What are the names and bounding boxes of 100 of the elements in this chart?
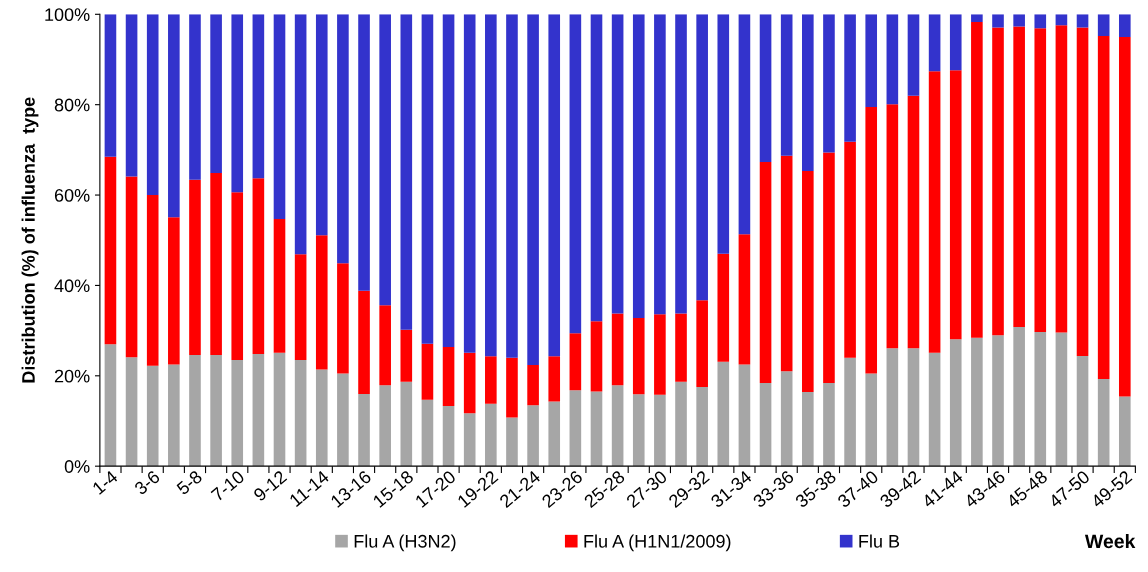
bar <box>463 352 476 414</box>
bar <box>1097 35 1110 379</box>
bar <box>231 192 244 360</box>
bar <box>717 14 730 254</box>
bar <box>315 369 328 467</box>
bar <box>506 417 518 467</box>
y-axis-title: Distribution (%) of influenza type <box>21 97 39 383</box>
bar <box>1034 14 1047 29</box>
bar <box>315 14 328 236</box>
y-tick-label: 100% <box>45 8 90 22</box>
x-tick-label: 9-12 <box>252 469 288 502</box>
bar <box>527 14 539 365</box>
bar <box>738 234 751 365</box>
bar <box>442 406 455 467</box>
bar <box>400 14 413 330</box>
bar <box>1013 14 1025 27</box>
bar <box>632 394 645 467</box>
bar <box>1097 378 1110 467</box>
bar <box>400 381 413 467</box>
bar <box>442 14 455 347</box>
bar <box>675 14 687 314</box>
bar <box>125 14 138 177</box>
bar <box>949 339 962 467</box>
bar <box>379 305 391 386</box>
bar <box>337 373 349 467</box>
bar <box>1076 27 1089 356</box>
bar <box>527 364 539 406</box>
bar <box>400 329 413 382</box>
bar <box>738 364 751 467</box>
bar <box>949 70 962 340</box>
bar <box>146 14 159 196</box>
bar <box>104 344 117 467</box>
bar <box>886 14 899 105</box>
bar <box>844 141 856 358</box>
bar <box>844 14 856 142</box>
bar <box>210 14 222 173</box>
bar <box>569 390 582 467</box>
y-tick-label: 40% <box>54 279 90 293</box>
bar <box>992 335 1004 467</box>
bar <box>654 14 666 315</box>
bar <box>189 14 201 180</box>
bar <box>992 14 1004 28</box>
bar <box>823 14 835 153</box>
legend-label: Flu A (H1N1/2009) <box>584 534 731 552</box>
bar <box>252 14 265 179</box>
bar <box>971 21 983 338</box>
bar <box>696 300 708 388</box>
bar <box>696 14 708 301</box>
bar <box>294 254 307 360</box>
bar <box>125 176 138 358</box>
bar <box>421 14 434 344</box>
x-tick-label: 3-6 <box>133 469 161 496</box>
bar <box>189 355 201 467</box>
x-axis-title: Week <box>1084 533 1136 549</box>
bar <box>802 171 814 393</box>
bar <box>632 14 645 318</box>
bar <box>717 253 730 362</box>
bar <box>886 104 899 349</box>
bar <box>738 14 751 235</box>
bar <box>104 156 117 345</box>
legend-label: Flu B <box>859 534 900 548</box>
bar <box>780 14 793 156</box>
bar <box>548 356 561 402</box>
bar <box>442 346 455 407</box>
bar <box>294 359 307 467</box>
bar <box>759 383 772 467</box>
bar <box>1097 14 1110 36</box>
legend-label: Flu A (H3N2) <box>354 534 456 552</box>
bar <box>865 14 878 107</box>
bar <box>463 413 476 467</box>
bar <box>780 371 793 467</box>
y-tick-label: 20% <box>54 369 90 383</box>
bar <box>971 14 983 22</box>
bar <box>210 355 222 467</box>
bar <box>696 387 708 467</box>
bar <box>527 405 539 467</box>
bar <box>358 393 370 467</box>
bar <box>928 71 941 353</box>
bar <box>675 381 687 467</box>
bar <box>802 14 814 172</box>
bar <box>717 361 730 467</box>
bar <box>485 14 497 357</box>
bar <box>506 14 518 358</box>
bar <box>168 14 180 218</box>
bar <box>1118 14 1131 37</box>
bar <box>865 373 878 467</box>
bar <box>337 14 349 264</box>
bar <box>971 337 983 467</box>
x-tick-label: 1-4 <box>91 469 119 495</box>
bar <box>210 172 222 356</box>
bar <box>928 352 941 467</box>
bar <box>485 403 497 467</box>
bar <box>146 365 159 467</box>
bar <box>1013 327 1025 467</box>
bar <box>379 14 391 306</box>
bar <box>992 27 1004 336</box>
bar <box>1055 332 1068 467</box>
bar <box>168 364 180 467</box>
bar <box>337 263 349 374</box>
bar <box>654 394 666 467</box>
